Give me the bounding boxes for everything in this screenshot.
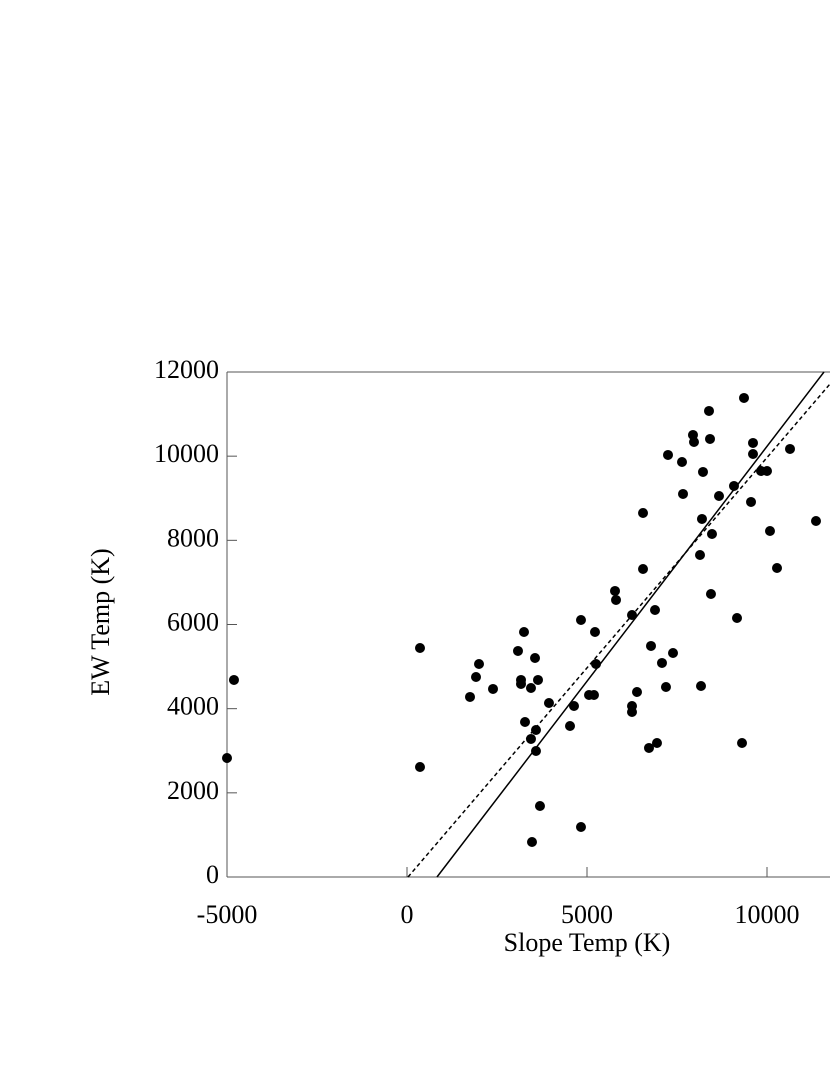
- data-point: [565, 721, 576, 732]
- data-point: [651, 738, 662, 749]
- x-tick-label: -5000: [197, 900, 258, 929]
- data-point: [688, 436, 699, 447]
- data-point: [697, 466, 708, 477]
- data-point: [772, 562, 783, 573]
- data-point: [656, 657, 667, 668]
- y-axis-title: EW Temp (K): [86, 548, 115, 695]
- data-point: [704, 405, 715, 416]
- data-point: [228, 674, 239, 685]
- data-point: [534, 801, 545, 812]
- data-point: [530, 746, 541, 757]
- data-point: [705, 433, 716, 444]
- data-point: [610, 585, 621, 596]
- x-tick-label: 10000: [735, 900, 800, 929]
- x-tick-label: 5000: [561, 900, 613, 929]
- data-point: [465, 691, 475, 702]
- data-point: [668, 647, 679, 658]
- data-point: [678, 488, 689, 499]
- data-point: [530, 725, 541, 736]
- data-point: [677, 456, 688, 467]
- data-point: [695, 549, 706, 560]
- data-point: [646, 640, 657, 651]
- y-tick-label: 12000: [154, 355, 219, 384]
- y-tick-label: 6000: [167, 607, 219, 636]
- data-point: [519, 626, 529, 637]
- data-point: [663, 449, 673, 460]
- data-point: [650, 604, 661, 615]
- data-point: [696, 513, 707, 524]
- data-point: [785, 443, 796, 454]
- data-point: [611, 594, 622, 605]
- data-point: [569, 700, 580, 711]
- data-point: [747, 448, 758, 459]
- data-point: [488, 683, 499, 694]
- data-point: [222, 752, 232, 763]
- data-point: [738, 392, 749, 403]
- data-point: [696, 680, 707, 691]
- y-tick-label: 4000: [167, 692, 219, 721]
- data-point: [706, 528, 717, 539]
- data-point: [732, 612, 743, 623]
- data-point: [575, 614, 586, 625]
- data-point: [543, 697, 554, 708]
- data-point: [471, 671, 482, 682]
- fit-line: [407, 383, 830, 878]
- data-point: [728, 480, 739, 491]
- data-point: [525, 733, 536, 744]
- data-point: [533, 674, 544, 685]
- x-tick-label: 0: [401, 900, 414, 929]
- data-point: [632, 687, 643, 698]
- data-point: [591, 658, 601, 669]
- y-tick-label: 2000: [167, 776, 219, 805]
- data-point: [512, 645, 523, 656]
- data-point: [638, 507, 649, 518]
- data-point: [705, 588, 716, 599]
- data-point: [414, 642, 425, 653]
- data-point: [660, 681, 671, 692]
- data-point: [414, 761, 425, 772]
- data-point: [747, 437, 758, 448]
- data-point: [643, 742, 654, 753]
- data-point: [764, 525, 775, 536]
- y-tick-label: 8000: [167, 523, 219, 552]
- data-point: [714, 490, 725, 501]
- data-point: [575, 822, 586, 833]
- data-point: [526, 836, 537, 847]
- y-tick-label: 0: [206, 860, 219, 889]
- data-point: [516, 678, 527, 689]
- data-point: [525, 683, 536, 694]
- fit-line: [436, 371, 825, 878]
- data-point: [638, 563, 649, 574]
- data-point: [520, 717, 531, 728]
- data-point: [530, 652, 541, 663]
- data-point: [588, 689, 599, 700]
- x-axis-title: Slope Temp (K): [504, 928, 671, 957]
- data-point: [589, 626, 600, 637]
- data-point: [474, 658, 484, 669]
- data-point: [746, 496, 757, 507]
- data-point: [627, 609, 637, 620]
- data-point: [810, 515, 821, 526]
- data-point: [737, 738, 748, 749]
- data-point: [627, 706, 637, 717]
- data-point: [762, 465, 772, 476]
- y-tick-label: 10000: [154, 439, 219, 468]
